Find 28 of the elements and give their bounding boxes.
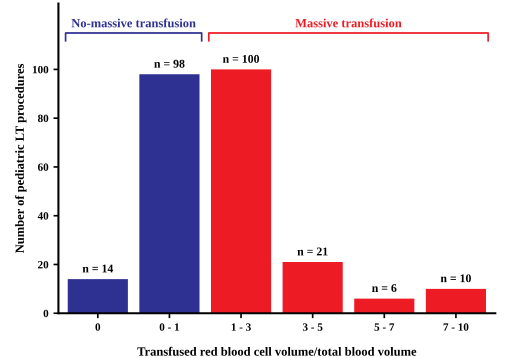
y-axis-title: Number of pediatric LT procedures — [15, 64, 26, 253]
data-label: n = 98 — [154, 60, 185, 68]
x-tick-label: 0 — [95, 323, 100, 331]
y-tick-label: 80 — [38, 114, 48, 122]
x-axis-title: Transfused red blood cell volume/total blood volume — [137, 346, 416, 356]
x-tick-label: 0 - 1 — [160, 323, 180, 331]
bar — [210, 69, 272, 314]
y-tick-label: 0 — [44, 310, 48, 318]
x-tick-label: 3 - 5 — [302, 323, 322, 331]
y-tick-label: 40 — [38, 212, 48, 220]
y-tick-label: 20 — [38, 260, 48, 268]
bar — [68, 279, 128, 314]
data-label: n = 14 — [82, 264, 114, 272]
bar — [426, 288, 486, 314]
annotation: No-massive transfusion — [72, 18, 196, 28]
data-label: n = 6 — [372, 284, 396, 292]
data-label: n = 100 — [222, 54, 260, 63]
y-tick-label: 100 — [32, 66, 48, 74]
y-tick-label: 60 — [38, 163, 48, 171]
bar — [139, 74, 200, 314]
x-tick-label: 5 - 7 — [374, 323, 394, 331]
data-label: n = 10 — [440, 274, 471, 282]
x-tick-label: 7 - 10 — [444, 323, 468, 331]
bar — [282, 262, 343, 314]
annotation: Massive transfusion — [295, 18, 402, 28]
bar — [354, 298, 414, 314]
data-label: n = 21 — [297, 248, 328, 256]
x-tick-label: 1 - 3 — [232, 323, 251, 331]
